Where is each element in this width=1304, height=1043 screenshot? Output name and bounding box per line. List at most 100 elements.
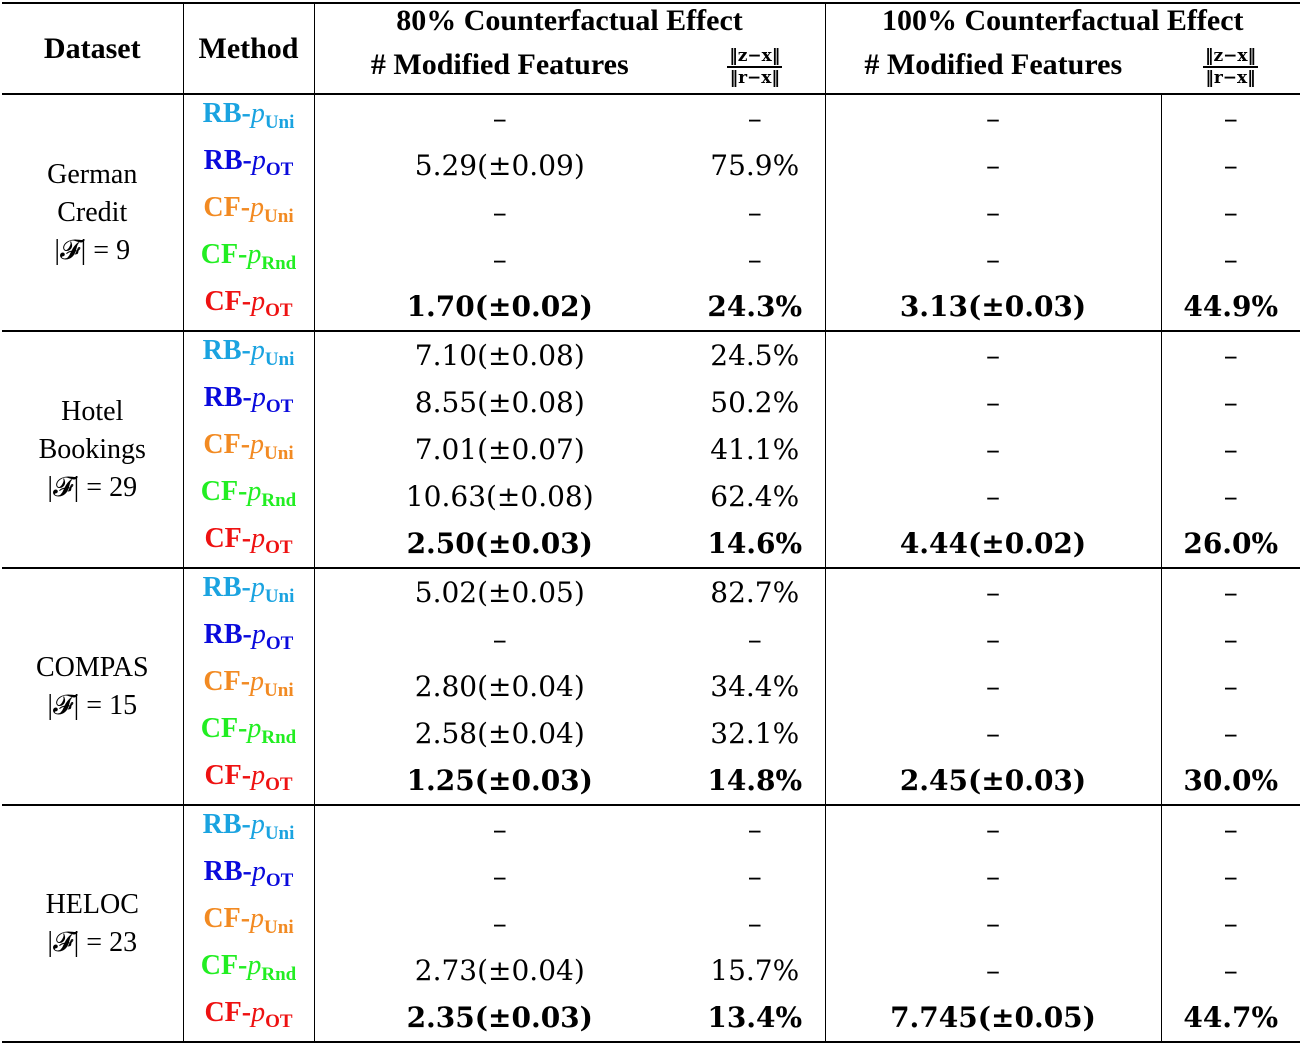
ratio-100-cell: – <box>1160 189 1300 236</box>
method-cell: RB-pUni <box>183 568 315 616</box>
ratio-100-cell: – <box>1160 663 1300 710</box>
modified-features-80-cell: – <box>492 195 507 229</box>
modified-features-100-cell: – <box>986 148 1000 182</box>
ratio-100-cell: – <box>1160 426 1300 473</box>
method-p-symbol: p <box>251 523 266 554</box>
modified-features-100-cell: 3.13(±0.03) <box>825 283 1161 332</box>
method-p-symbol: p <box>247 476 262 507</box>
method-prefix: CF- <box>200 950 248 981</box>
feature-count: |𝓕| = 9 <box>54 234 131 266</box>
modified-features-80-cell: 5.02(±0.05) <box>414 575 585 609</box>
modified-features-100-cell: – <box>986 242 1000 276</box>
method-prefix: RB- <box>202 809 251 840</box>
method-p-symbol: p <box>250 192 265 223</box>
modified-features-80-cell: – <box>492 622 507 656</box>
ratio-100-cell: – <box>1160 900 1300 947</box>
ratio-fraction: ‖z−x‖ ‖r−x‖ <box>727 46 783 89</box>
table-row: CF-pUni – – – – <box>2 189 1300 236</box>
modified-features-100-cell: – <box>986 622 1000 656</box>
table-row: CF-pOT 1.25(±0.03) 14.8% 2.45(±0.03) 30.0% <box>2 757 1300 806</box>
ratio-80-cell: – <box>685 236 826 283</box>
table-row: CF-pOT 2.50(±0.03) 14.6% 4.44(±0.02) 26.0% <box>2 520 1300 569</box>
table-row: CF-pRnd 2.58(±0.04) 32.1% – – <box>2 710 1300 757</box>
ratio-numerator: ‖z−x‖ <box>1202 46 1259 69</box>
method-subscript: Uni <box>264 917 294 938</box>
ratio-100-cell: – <box>1160 805 1300 853</box>
ratio-100-cell: – <box>1160 568 1300 616</box>
method-prefix: RB- <box>203 856 252 887</box>
modified-features-100-cell: – <box>986 195 1000 229</box>
table-row: CF-pUni 2.80(±0.04) 34.4% – – <box>2 663 1300 710</box>
dataset-name-line2: Credit <box>57 196 128 228</box>
ratio-80-cell: – <box>685 616 826 663</box>
modified-features-100-cell: – <box>986 669 1000 703</box>
dataset-cell: COMPAS |𝓕| = 15 <box>2 568 184 806</box>
modified-features-80-cell: – <box>492 906 507 940</box>
table-row: RB-pOT 5.29(±0.09) 75.9% – – <box>2 142 1300 189</box>
method-prefix: CF- <box>200 476 248 507</box>
header-ratio-100: ‖z−x‖ ‖r−x‖ <box>1161 37 1300 95</box>
table-row: CF-pRnd 2.73(±0.04) 15.7% – – <box>2 947 1300 994</box>
ratio-fraction: ‖z−x‖ ‖r−x‖ <box>1202 46 1259 88</box>
method-cell: CF-pOT <box>183 757 315 806</box>
method-subscript: OT <box>265 774 293 795</box>
method-prefix: RB- <box>202 98 251 129</box>
method-p-symbol: p <box>251 997 266 1028</box>
method-subscript: OT <box>265 159 294 180</box>
header-ratio-80: ‖z−x‖ ‖r−x‖ <box>685 37 826 95</box>
ratio-80-cell: 15.7% <box>685 947 826 994</box>
ratio-80-cell: 14.8% <box>685 757 826 806</box>
header-group-80: 80% Counterfactual Effect <box>314 3 826 37</box>
ratio-100-cell: – <box>1160 473 1300 520</box>
ratio-100-cell: 44.7% <box>1160 994 1300 1043</box>
modified-features-80-cell: – <box>492 859 507 893</box>
ratio-100-cell: – <box>1160 616 1300 663</box>
table-row: HELOC |𝓕| = 23 RB-pUni – – – – <box>2 805 1300 1043</box>
modified-features-80-cell: 2.58(±0.04) <box>414 716 585 750</box>
method-prefix: CF- <box>204 760 252 791</box>
method-subscript: Uni <box>264 349 295 370</box>
method-p-symbol: p <box>250 809 265 840</box>
ratio-80-cell: – <box>685 94 826 142</box>
dataset-name: Hotel <box>61 395 124 427</box>
table-row: CF-pRnd 10.63(±0.08) 62.4% – – <box>2 473 1300 520</box>
ratio-80-cell: 50.2% <box>685 379 826 426</box>
method-subscript: Uni <box>264 443 294 464</box>
method-cell: CF-pRnd <box>183 236 315 283</box>
modified-features-80-cell: – <box>492 242 507 276</box>
ratio-80-cell: 82.7% <box>685 568 826 616</box>
modified-features-100-cell: – <box>986 385 1000 419</box>
ratio-80-cell: 41.1% <box>685 426 826 473</box>
ratio-80-cell: 62.4% <box>685 473 826 520</box>
method-p-symbol: p <box>247 950 262 981</box>
method-cell: CF-pRnd <box>183 473 315 520</box>
header-group-100: 100% Counterfactual Effect <box>881 4 1244 37</box>
method-prefix: RB- <box>203 382 252 413</box>
method-p-symbol: p <box>250 903 265 934</box>
dataset-name: COMPAS <box>35 651 149 683</box>
method-cell: CF-pRnd <box>183 947 315 994</box>
table-row: CF-pUni – – – – <box>2 900 1300 947</box>
modified-features-100-cell: – <box>986 953 1000 987</box>
method-p-symbol: p <box>251 145 266 176</box>
header-modified-features-100: # Modified Features <box>825 37 1161 95</box>
method-cell: RB-pOT <box>183 379 315 426</box>
method-subscript: OT <box>265 396 294 417</box>
table-row: CF-pRnd – – – – <box>2 236 1300 283</box>
ratio-100-cell: – <box>1160 142 1300 189</box>
method-p-symbol: p <box>247 713 262 744</box>
modified-features-80-cell: 7.01(±0.07) <box>414 432 585 466</box>
method-subscript: OT <box>265 1011 293 1032</box>
modified-features-80-cell: 2.35(±0.03) <box>314 994 685 1043</box>
ratio-denominator: ‖r−x‖ <box>729 68 780 89</box>
table-row: CF-pUni 7.01(±0.07) 41.1% – – <box>2 426 1300 473</box>
method-p-symbol: p <box>251 286 266 317</box>
method-subscript: Uni <box>264 586 295 607</box>
method-subscript: Rnd <box>261 490 297 511</box>
ratio-100-cell: – <box>1160 853 1300 900</box>
method-subscript: Rnd <box>261 964 297 985</box>
modified-features-80-cell: – <box>492 101 507 135</box>
method-cell: CF-pOT <box>183 520 315 569</box>
method-subscript: Rnd <box>261 253 297 274</box>
